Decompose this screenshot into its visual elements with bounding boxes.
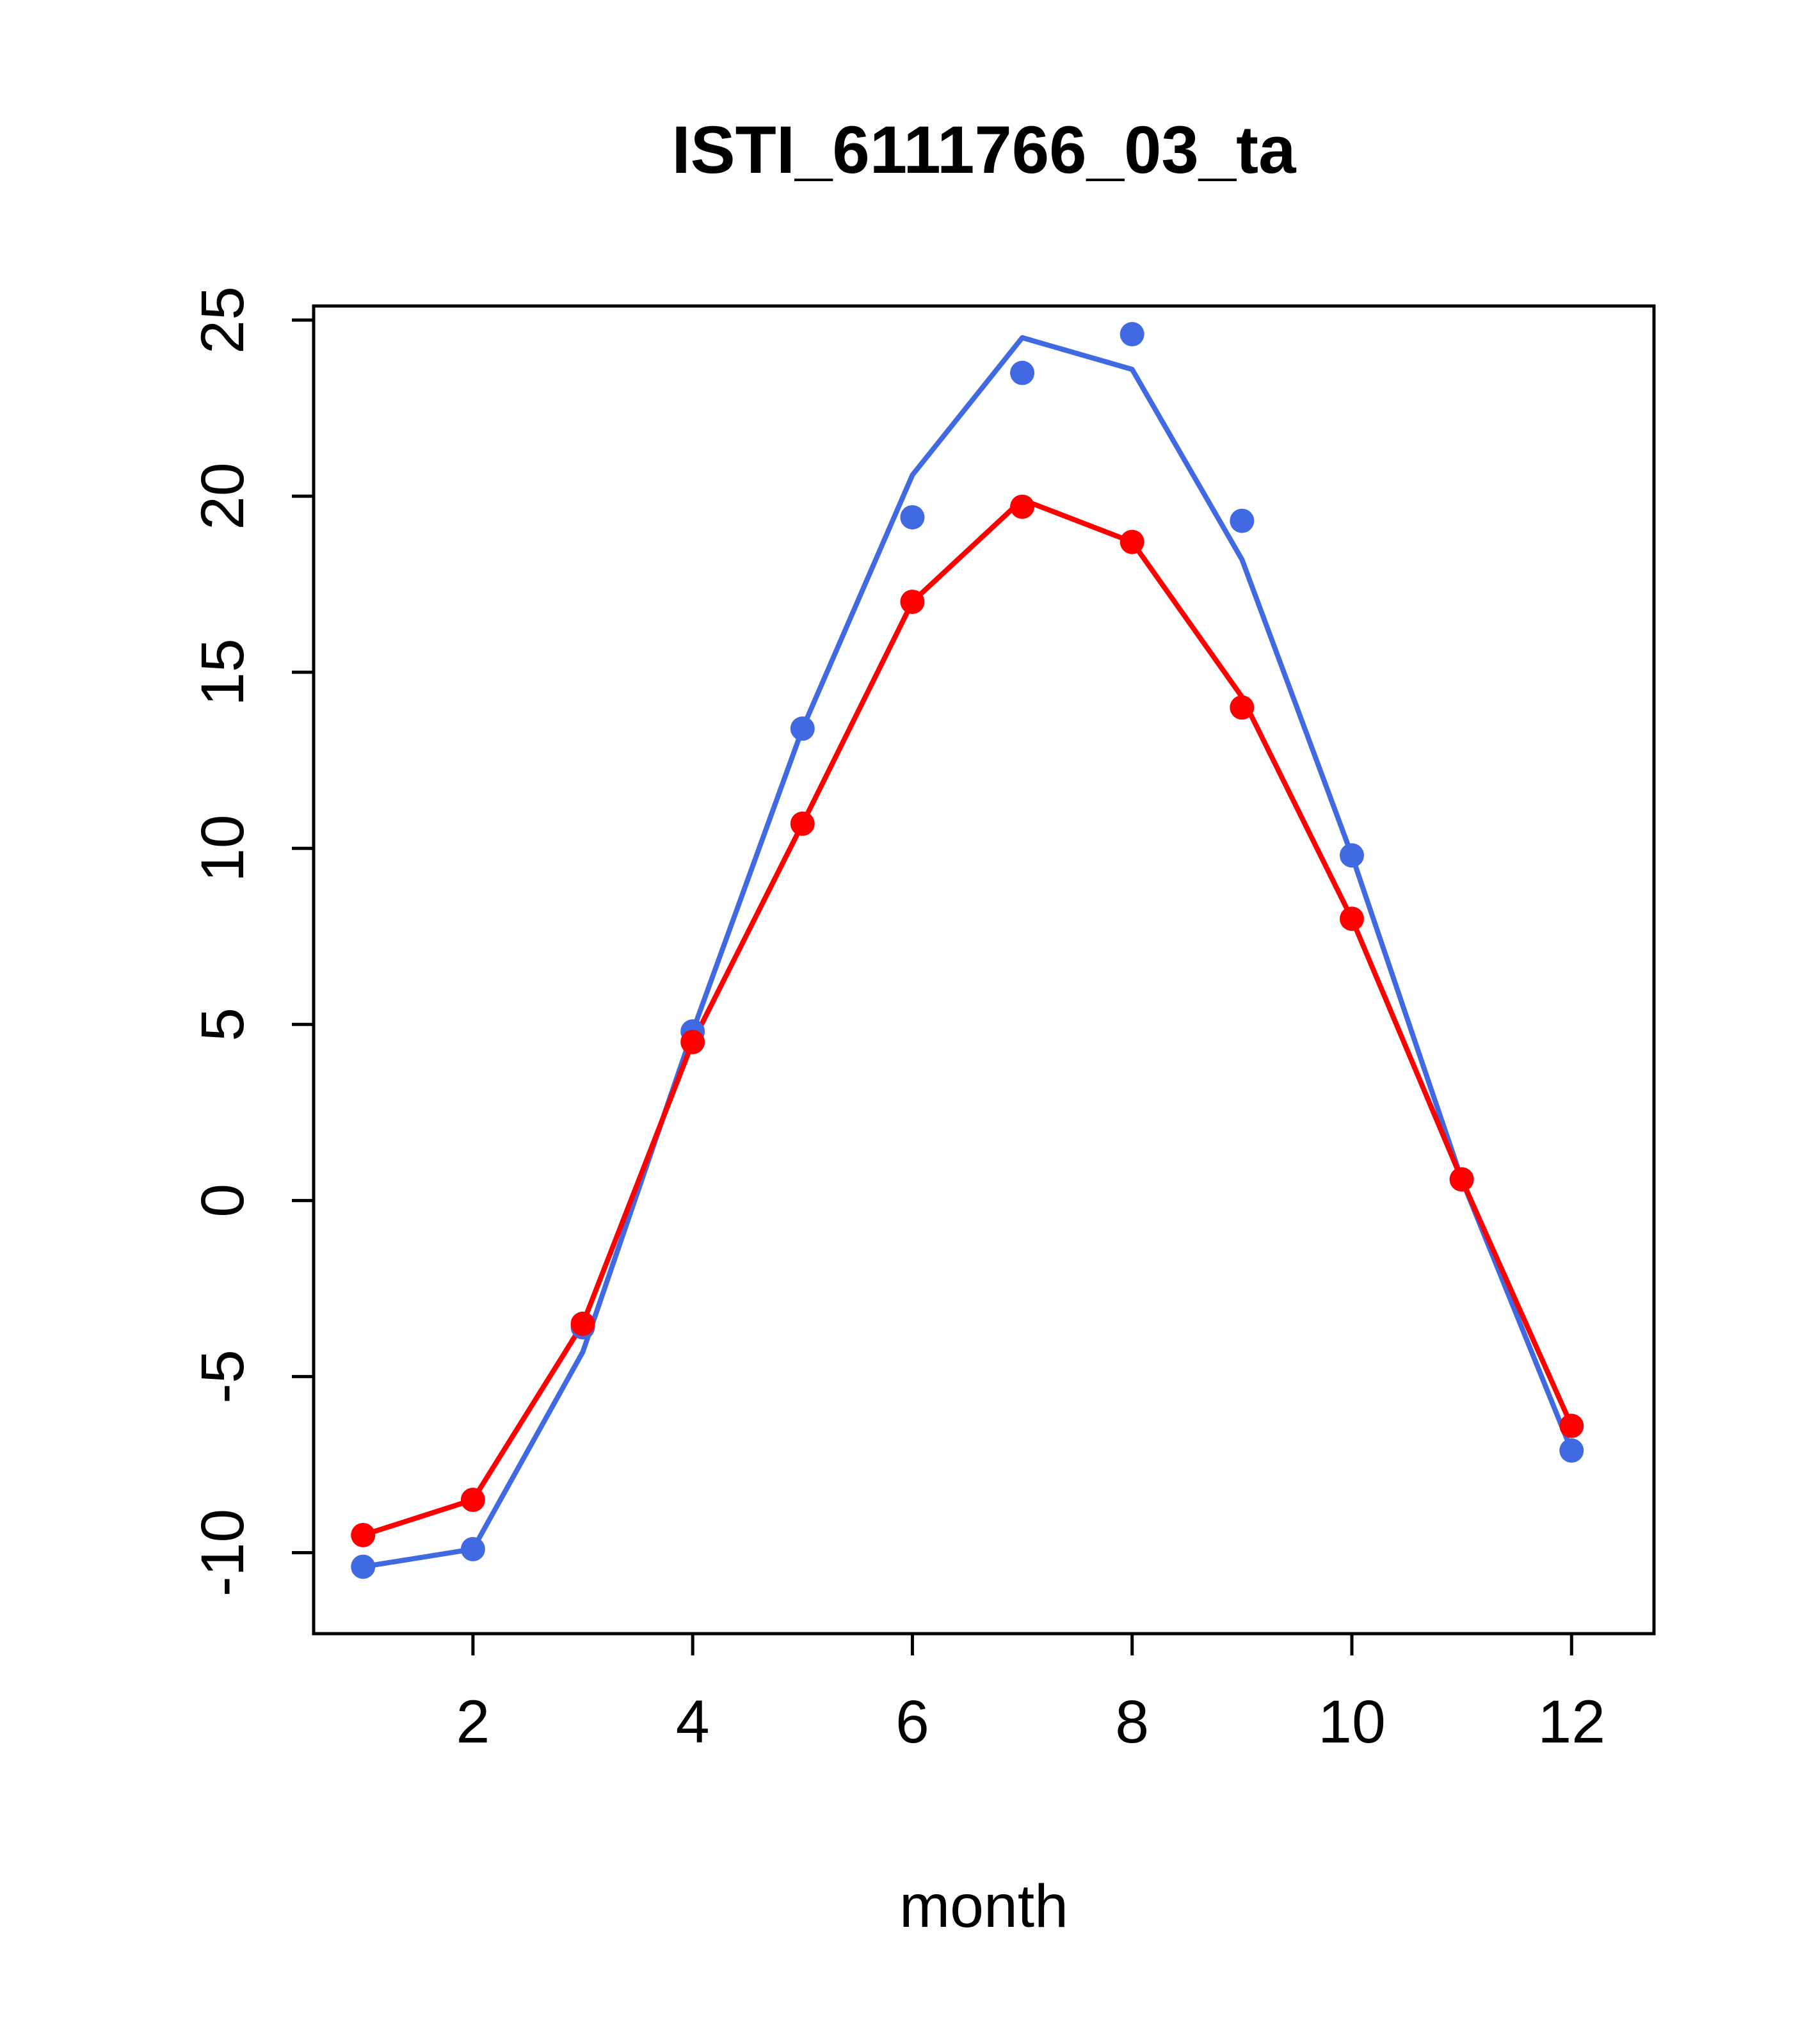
y-tick-label: 25 — [189, 286, 257, 354]
data-point — [460, 1536, 485, 1561]
data-point — [1010, 494, 1035, 519]
x-axis-label: month — [899, 1872, 1068, 1940]
data-point — [570, 1311, 595, 1336]
series-red-line — [360, 497, 1575, 1538]
data-point — [1449, 1167, 1474, 1192]
plot-border — [312, 304, 1656, 1636]
data-point — [1120, 322, 1144, 347]
data-point — [790, 716, 815, 741]
data-point — [1559, 1438, 1584, 1463]
data-point — [790, 811, 815, 836]
y-tick-label: 20 — [189, 462, 257, 530]
y-tick-label: -10 — [189, 1509, 257, 1597]
series-layer — [351, 322, 1584, 1579]
data-point — [900, 505, 925, 530]
series-blue-line — [360, 335, 1575, 1570]
series-blue-points — [351, 322, 1584, 1579]
x-tick-label: 4 — [676, 1688, 710, 1756]
x-tick-label: 10 — [1318, 1688, 1386, 1756]
data-point — [900, 590, 925, 615]
y-tick-label: 15 — [189, 638, 257, 706]
data-point — [1120, 529, 1144, 554]
x-tick-label: 6 — [895, 1688, 929, 1756]
data-point — [1339, 843, 1364, 868]
data-point — [351, 1554, 376, 1579]
data-point — [1010, 360, 1035, 385]
data-point — [1230, 508, 1255, 533]
y-tick-label: 10 — [189, 814, 257, 882]
axes: 2 4 6 8 10 12 -10 -5 0 5 10 15 20 25 — [189, 286, 1605, 1756]
data-point — [351, 1522, 376, 1547]
data-point — [460, 1487, 485, 1512]
series-red-points — [351, 494, 1584, 1547]
y-tick-label: 5 — [189, 1008, 257, 1042]
data-point — [680, 1029, 705, 1054]
data-point — [1339, 906, 1364, 931]
y-axis-ticks: -10 -5 0 5 10 15 20 25 — [189, 286, 314, 1597]
data-point — [1230, 695, 1255, 720]
x-tick-label: 12 — [1537, 1688, 1605, 1756]
x-tick-label: 8 — [1115, 1688, 1149, 1756]
x-axis-ticks: 2 4 6 8 10 12 — [456, 1634, 1605, 1756]
data-point — [1559, 1413, 1584, 1438]
y-tick-label: -5 — [189, 1349, 257, 1403]
y-tick-label: 0 — [189, 1184, 257, 1218]
chart-title: ISTI_6111766_03_ta — [671, 113, 1297, 188]
x-tick-label: 2 — [456, 1688, 490, 1756]
